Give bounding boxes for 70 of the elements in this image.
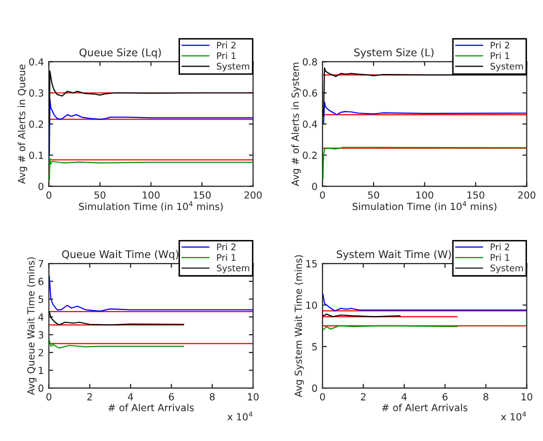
x-tick-label: 10 bbox=[522, 393, 532, 400]
x-tick-label: 6 bbox=[168, 393, 174, 400]
legend-label: System bbox=[216, 62, 250, 72]
y-tick-label: 7 bbox=[38, 260, 44, 268]
y-tick-label: 0 bbox=[312, 384, 317, 392]
chart-title: Queue Wait Time (Wq) bbox=[62, 250, 178, 260]
x-tick-label: 4 bbox=[128, 393, 134, 400]
x-tick-label: 0 bbox=[46, 191, 52, 199]
x-tick-label: 50 bbox=[94, 191, 106, 199]
x-tick-label: 2 bbox=[87, 393, 92, 400]
y-tick-label: 0.3 bbox=[29, 89, 44, 97]
x-axis-title: # of Alert Arrivals bbox=[382, 404, 468, 412]
legend-label: Pri 1 bbox=[217, 52, 236, 59]
x-tick-label: 100 bbox=[142, 191, 160, 199]
y-axis-title: Avg System Wait Time (mins) bbox=[294, 255, 304, 398]
legend-label: Pri 2 bbox=[490, 243, 510, 250]
legend-label: Pri 1 bbox=[217, 254, 236, 261]
text: x 10$^{4}$ bbox=[501, 412, 526, 420]
y-tick-label: 0.4 bbox=[302, 120, 318, 128]
y-tick-label: 2 bbox=[38, 348, 44, 356]
y-tick-label: 10 bbox=[306, 302, 317, 309]
x-tick-label: 100 bbox=[416, 191, 434, 199]
x-tick-label: 4 bbox=[402, 393, 407, 400]
y-tick-label: 0.1 bbox=[29, 152, 44, 159]
y-tick-label: 0.2 bbox=[302, 152, 317, 159]
x-tick-label: 10 bbox=[248, 393, 259, 400]
y-tick-label: 5 bbox=[38, 296, 44, 303]
legend-label: Pri 2 bbox=[217, 243, 236, 250]
x-tick-label: 0 bbox=[320, 393, 325, 400]
x-tick-label: 200 bbox=[518, 191, 536, 199]
chart-title: System Size (L) bbox=[354, 48, 434, 58]
x-tick-label: 150 bbox=[467, 191, 484, 199]
y-tick-label: 6 bbox=[38, 278, 44, 286]
y-tick-label: 0 bbox=[312, 182, 317, 190]
y-tick-label: 0 bbox=[38, 182, 44, 190]
y-axis-title: Avg # of Alerts in Queue bbox=[18, 64, 28, 184]
chart-title: Queue Size (Lq) bbox=[80, 48, 161, 58]
legend-label: Pri 2 bbox=[217, 42, 236, 48]
text: x 10$^{4}$ bbox=[227, 412, 252, 420]
y-tick-label: 3 bbox=[38, 331, 44, 339]
x-tick-label: 0 bbox=[46, 393, 52, 400]
legend-label: Pri 2 bbox=[490, 42, 510, 48]
legend-label: Pri 1 bbox=[490, 254, 510, 261]
y-axis-title: Avg Queue Wait Time (mins) bbox=[27, 257, 36, 395]
x-axis-title: Simulation Time (in 10$^{4}$ mins) bbox=[352, 201, 496, 212]
y-tick-label: 1 bbox=[38, 366, 44, 374]
x-tick-label: 200 bbox=[244, 191, 262, 199]
y-tick-label: 5 bbox=[312, 343, 317, 350]
y-tick-label: 0.4 bbox=[29, 58, 44, 66]
x-tick-label: 6 bbox=[442, 393, 448, 400]
y-tick-label: 0 bbox=[38, 384, 44, 392]
y-axis-title: Avg # of Alerts in System bbox=[291, 62, 301, 186]
x-tick-label: 0 bbox=[320, 191, 325, 199]
x-tick-label: 8 bbox=[483, 393, 488, 400]
x-tick-label: 2 bbox=[360, 393, 366, 400]
x-tick-label: 8 bbox=[210, 393, 215, 400]
x-axis-title: Simulation Time (in 10$^{4}$ mins) bbox=[79, 201, 223, 212]
y-tick-label: 0.6 bbox=[302, 89, 318, 97]
chart-title: System Wait Time (W) bbox=[336, 250, 451, 260]
legend-label: System bbox=[216, 264, 250, 274]
x-tick-label: 50 bbox=[368, 191, 380, 199]
y-tick-label: 15 bbox=[306, 260, 317, 268]
legend-label: System bbox=[490, 62, 523, 72]
x-axis-title: # of Alert Arrivals bbox=[108, 404, 194, 412]
legend-label: Pri 1 bbox=[490, 52, 510, 59]
legend-label: System bbox=[490, 264, 523, 274]
x-tick-label: 150 bbox=[194, 191, 211, 199]
y-tick-label: 0.8 bbox=[302, 58, 317, 66]
y-tick-label: 0.2 bbox=[29, 120, 44, 128]
y-tick-label: 4 bbox=[38, 314, 44, 321]
